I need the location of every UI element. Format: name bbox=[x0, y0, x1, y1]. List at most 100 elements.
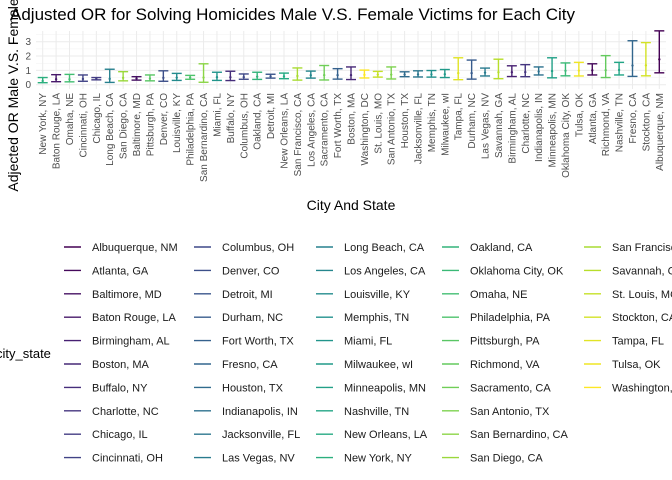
or-point bbox=[135, 77, 138, 80]
legend-label: Washington, DC bbox=[612, 382, 672, 394]
legend-label: Miami, FL bbox=[344, 336, 392, 348]
legend-item: New York, NY bbox=[316, 453, 413, 465]
legend-label: Albuquerque, NM bbox=[92, 242, 178, 254]
legend-item: Minneapolis, MN bbox=[316, 382, 426, 394]
legend-label: Chicago, IL bbox=[92, 429, 148, 441]
or-point bbox=[336, 73, 339, 77]
or-point bbox=[550, 69, 554, 73]
x-tick-label: Indianapolis, IN bbox=[534, 93, 545, 162]
x-tick-label: Richmond, VA bbox=[601, 93, 612, 157]
legend-label: Philadelphia, PA bbox=[470, 312, 551, 324]
or-point bbox=[644, 64, 648, 67]
legend-item: Cincinnati, OH bbox=[64, 453, 163, 465]
legend-item: Houston, TX bbox=[194, 382, 284, 394]
x-tick-label: Houston, TX bbox=[400, 93, 411, 149]
legend-label: Houston, TX bbox=[222, 382, 284, 394]
x-tick-label: Las Vegas, NV bbox=[481, 93, 492, 159]
legend-item: Atlanta, GA bbox=[64, 265, 149, 277]
errorbar bbox=[64, 73, 75, 83]
or-point bbox=[282, 75, 286, 78]
or-point bbox=[188, 76, 192, 79]
or-point bbox=[309, 74, 312, 77]
legend-label: Fresno, CA bbox=[222, 359, 278, 371]
or-point bbox=[148, 77, 152, 80]
legend-item: Los Angeles, CA bbox=[316, 265, 426, 277]
or-point bbox=[510, 71, 514, 74]
x-tick-label: San Bernardino, CA bbox=[199, 93, 210, 182]
x-tick-label: Fresno, CA bbox=[628, 93, 639, 144]
legend: city_state Albuquerque, NM Atlanta, GA Bal… bbox=[0, 242, 672, 465]
errorbar bbox=[654, 30, 665, 74]
x-tick-label: Miami, FL bbox=[212, 93, 223, 137]
legend-item: Las Vegas, NV bbox=[194, 453, 295, 465]
legend-item: Chicago, IL bbox=[64, 429, 148, 441]
y-tick-label: 3 bbox=[25, 37, 31, 48]
x-tick-label: Sacramento, CA bbox=[320, 93, 331, 167]
errorbar bbox=[305, 70, 316, 79]
x-tick-label: Columbus, OH bbox=[239, 93, 250, 159]
or-point bbox=[68, 78, 71, 81]
x-tick-label: Memphis, TN bbox=[427, 93, 438, 152]
legend-item: Oakland, CA bbox=[442, 242, 533, 254]
or-point bbox=[617, 68, 621, 72]
x-tick-label: Albuquerque, NM bbox=[655, 93, 666, 171]
legend-label: Nashville, TN bbox=[344, 406, 409, 418]
legend-item: New Orleans, LA bbox=[316, 429, 428, 441]
errorbar bbox=[171, 72, 182, 82]
legend-label: Cincinnati, OH bbox=[92, 453, 163, 465]
errorbar bbox=[614, 61, 625, 76]
errorbar bbox=[51, 73, 62, 83]
errorbar bbox=[426, 69, 437, 78]
or-point bbox=[457, 71, 460, 75]
x-tick-label: Nashville, TN bbox=[615, 93, 626, 152]
x-tick-label: Detroit, MI bbox=[266, 93, 277, 139]
errorbar bbox=[118, 70, 129, 82]
or-point bbox=[215, 76, 219, 79]
errorbar bbox=[238, 73, 249, 80]
y-tick-label: 1 bbox=[25, 66, 31, 77]
errorbar bbox=[332, 67, 343, 80]
legend-item: San Antonio, TX bbox=[442, 406, 550, 418]
x-tick-label: Buffalo, NY bbox=[226, 93, 237, 144]
x-tick-label: Tulsa, OK bbox=[574, 93, 585, 137]
legend-label: San Francisco, CA bbox=[612, 242, 672, 254]
x-tick-label: Durham, NC bbox=[467, 93, 478, 149]
legend-label: New York, NY bbox=[344, 453, 413, 465]
x-tick-label: St. Louis, MO bbox=[373, 93, 384, 154]
x-tick-label: Fort Worth, TX bbox=[333, 93, 344, 159]
x-tick-label: Jacksonville, FL bbox=[414, 93, 425, 165]
x-tick-label: Baton Rouge, LA bbox=[52, 93, 63, 169]
or-point bbox=[470, 71, 473, 75]
errorbar bbox=[506, 65, 517, 78]
errorbar bbox=[158, 70, 169, 82]
legend-label: Baton Rouge, LA bbox=[92, 312, 176, 324]
errorbar bbox=[252, 71, 263, 81]
legend-label: Tulsa, OK bbox=[612, 359, 661, 371]
errorbar bbox=[185, 74, 196, 80]
legend-item: Pittsburgh, PA bbox=[442, 336, 540, 348]
legend-label: Stockton, CA bbox=[612, 312, 672, 324]
errorbar bbox=[413, 70, 424, 78]
errorbar bbox=[493, 58, 504, 80]
legend-item: Louisville, KY bbox=[316, 289, 411, 301]
legend-label: Tampa, FL bbox=[612, 336, 664, 348]
legend-label: Los Angeles, CA bbox=[344, 265, 426, 277]
or-point bbox=[162, 76, 165, 80]
legend-item: Fort Worth, TX bbox=[194, 336, 294, 348]
errorbar bbox=[265, 73, 276, 79]
errorbar bbox=[520, 63, 531, 78]
or-point bbox=[443, 73, 447, 76]
legend-label: Jacksonville, FL bbox=[222, 429, 300, 441]
legend-label: Buffalo, NY bbox=[92, 382, 148, 394]
x-tick-label: Omaha, NE bbox=[65, 93, 76, 146]
errorbar bbox=[386, 66, 397, 80]
legend-label: Birmingham, AL bbox=[92, 336, 170, 348]
legend-label: Savannah, GA bbox=[612, 265, 672, 277]
x-tick-label: Philadelphia, PA bbox=[186, 93, 197, 166]
legend-label: Oakland, CA bbox=[470, 242, 533, 254]
or-point bbox=[229, 76, 232, 79]
or-point bbox=[242, 75, 245, 79]
or-point bbox=[658, 58, 661, 61]
x-tick-label: Pittsburgh, PA bbox=[145, 93, 156, 157]
errorbar bbox=[225, 70, 236, 82]
